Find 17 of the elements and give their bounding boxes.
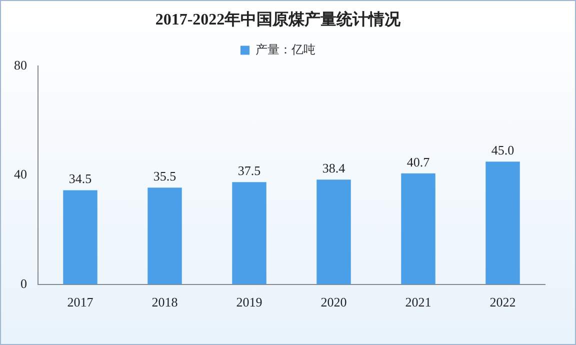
x-tick-label: 2022 xyxy=(490,294,516,310)
text: 40.7 xyxy=(406,154,430,170)
x-tick-label: 2021 xyxy=(405,294,432,310)
text: 35.5 xyxy=(153,168,176,184)
x-tick-label: 2020 xyxy=(320,294,347,310)
text: 45.0 xyxy=(491,142,514,158)
x-tick-label: 2019 xyxy=(236,294,262,310)
x-tick-label: 2017 xyxy=(67,294,94,310)
y-tick-label: 80 xyxy=(14,58,27,73)
y-tick-label: 40 xyxy=(14,166,27,182)
legend-label: 产量：亿吨 xyxy=(256,42,316,56)
text: 38.4 xyxy=(322,160,346,176)
text: 37.5 xyxy=(238,163,261,178)
chart-title: 2017-2022年中国原煤产量统计情况 xyxy=(155,10,402,29)
y-tick-label: 0 xyxy=(20,276,27,291)
text: 34.5 xyxy=(68,171,92,186)
x-tick-label: 2018 xyxy=(152,294,178,310)
